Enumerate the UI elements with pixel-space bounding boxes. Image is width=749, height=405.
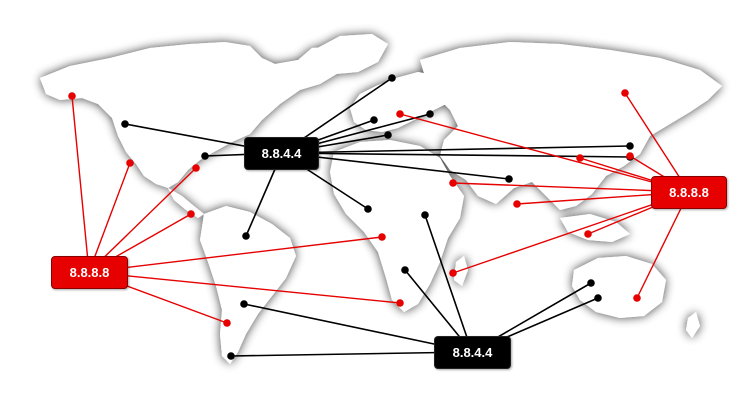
black-south-link-4 [424, 214, 473, 353]
black-south-link-2 [230, 351, 473, 357]
red-east-endpoint-2 [626, 152, 634, 160]
black-north-endpoint-4 [388, 74, 396, 82]
red-east-endpoint-7 [584, 230, 592, 238]
red-east-link-4 [399, 113, 690, 193]
server-label-8844-south: 8.8.4.4 [434, 336, 511, 369]
black-north-link-11 [281, 152, 631, 158]
red-east-endpoint-5 [449, 179, 457, 187]
red-east-link-5 [452, 182, 690, 193]
red-east-endpoint-3 [576, 154, 584, 162]
red-west-link-6 [88, 271, 401, 304]
black-south-endpoint-5 [587, 279, 595, 287]
asia [420, 42, 722, 210]
black-north-link-9 [281, 152, 510, 180]
australia [572, 256, 666, 318]
red-east-endpoint-4 [396, 110, 404, 118]
black-north-endpoint-3 [242, 232, 250, 240]
red-west-link-3 [88, 167, 197, 273]
red-east-link-1 [624, 92, 690, 193]
red-west-endpoint-3 [192, 164, 200, 172]
red-east-link-9 [636, 191, 690, 299]
black-south-endpoint-2 [227, 352, 235, 360]
red-east-link-8 [452, 191, 690, 274]
red-east-endpoint-8 [449, 269, 457, 277]
server-label-8844-north: 8.8.4.4 [244, 137, 319, 170]
red-west-endpoint-5 [378, 233, 386, 241]
madagascar [454, 256, 468, 286]
server-label-8888-west: 8.8.8.8 [51, 256, 128, 289]
red-east-endpoint-9 [633, 294, 641, 302]
new-zealand [686, 312, 700, 338]
black-south-endpoint-4 [421, 211, 429, 219]
black-north-link-8 [281, 145, 631, 154]
world-landmasses [40, 34, 722, 364]
africa [330, 140, 464, 312]
greenland [310, 34, 388, 74]
red-west-link-5 [88, 236, 383, 273]
black-north-endpoint-9 [505, 175, 513, 183]
red-west-endpoint-6 [396, 299, 404, 307]
black-south-endpoint-1 [240, 300, 248, 308]
north-america [40, 42, 352, 188]
black-north-endpoint-2 [201, 152, 209, 160]
red-west-link-1 [71, 95, 90, 273]
southeast-asia-islands [560, 214, 630, 242]
red-west-endpoint-4 [187, 210, 195, 218]
red-west-endpoint-1 [68, 92, 76, 100]
server-label-8888-east: 8.8.8.8 [651, 176, 727, 209]
black-south-endpoint-3 [401, 266, 409, 274]
black-north-endpoint-10 [364, 205, 372, 213]
black-north-endpoint-6 [384, 131, 392, 139]
red-east-endpoint-1 [621, 89, 629, 97]
black-north-endpoint-8 [626, 142, 634, 150]
black-south-endpoint-6 [594, 294, 602, 302]
central-america [168, 188, 204, 218]
japan [624, 112, 646, 150]
red-west-link-2 [88, 162, 131, 273]
red-west-endpoint-2 [126, 159, 134, 167]
red-east-endpoint-6 [513, 200, 521, 208]
black-north-endpoint-1 [121, 120, 129, 128]
red-west-endpoint-7 [223, 319, 231, 327]
connection-endpoints [68, 74, 641, 360]
black-north-endpoint-5 [426, 110, 434, 118]
black-north-endpoint-7 [370, 116, 378, 124]
